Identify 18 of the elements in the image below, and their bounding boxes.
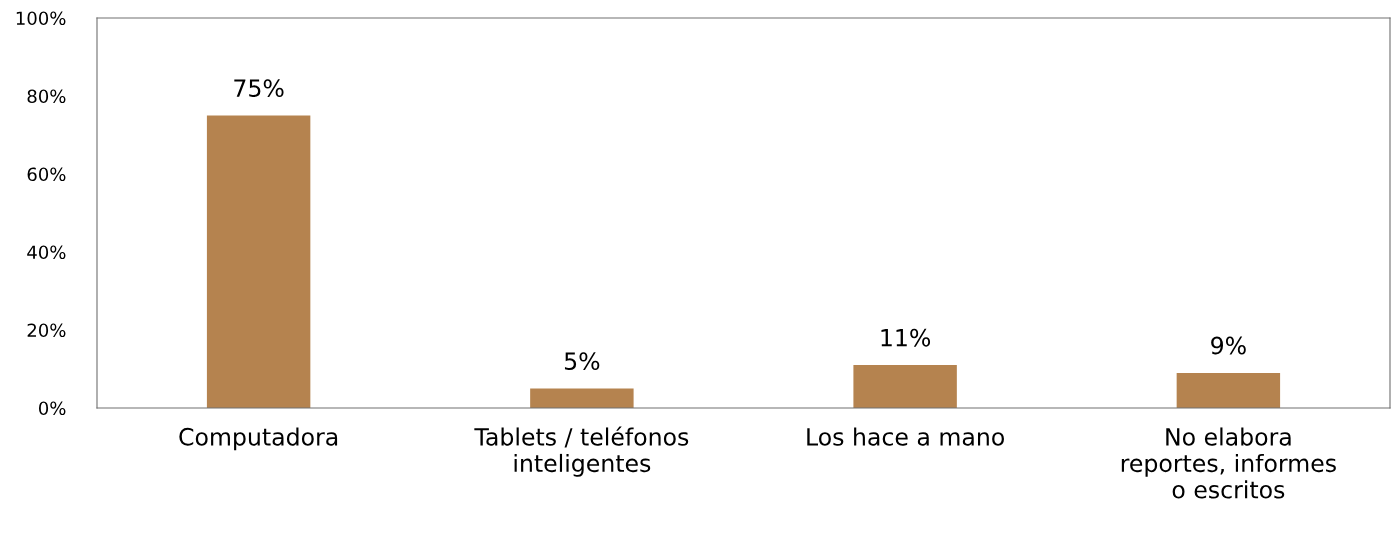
data-label: 9% [1211,336,1246,355]
bar [853,365,957,408]
data-label: 75% [234,79,284,98]
bar [530,388,634,408]
y-tick-label: 100% [16,11,66,26]
y-tick-label: 20% [27,323,66,338]
y-tick-label: 0% [38,401,66,416]
y-tick-label: 80% [27,89,66,104]
x-tick-label: Computadora [179,427,338,451]
x-tick-label: Los hace a mano [807,427,1004,446]
x-tick-label: No elabora reportes, informes o escritos [1121,427,1336,499]
bar [206,115,311,408]
data-label: 11% [881,328,931,347]
data-label: 5% [564,352,600,371]
y-tick-label: 60% [27,167,66,182]
x-tick-label: Tablets / teléfonos inteligentes [474,426,689,477]
bar [1176,372,1281,408]
y-tick-label: 40% [27,245,66,260]
